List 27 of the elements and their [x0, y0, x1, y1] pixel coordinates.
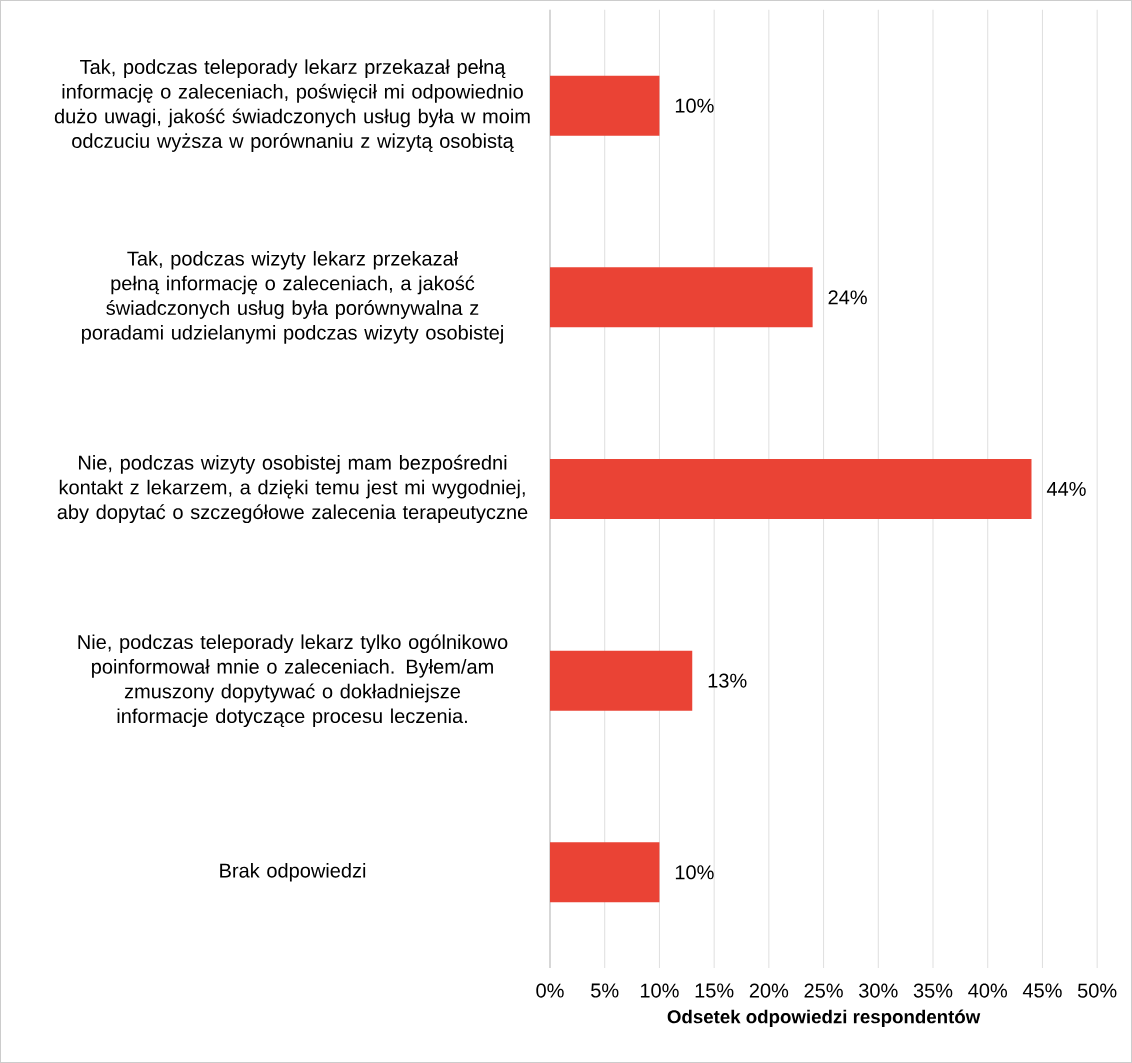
x-tick-label: 10%	[640, 983, 679, 998]
x-tick-label: 15%	[695, 983, 734, 998]
x-tick-label: 0%	[536, 983, 564, 998]
y-tick-label: Nie, podczas teleporady lekarz tylko ogólnikowo poinformował mnie o zaleceniach. Byłem/am zmuszony dopytywać o dokładniejsze informacje dotyczące procesu leczenia.	[78, 634, 508, 728]
y-tick-label: Tak, podczas teleporady lekarz przekazał pełną informację o zaleceniach, poświęcił mi odpowiednio dużo uwagi, jakość świadczonych usług była w moim odczuciu wyższa w porównaniu z wizytą osobistą	[54, 59, 530, 153]
x-tick-label: 5%	[591, 983, 619, 998]
bar	[550, 650, 693, 711]
data-label: 13%	[708, 673, 747, 688]
x-tick-label: 25%	[804, 983, 843, 998]
y-tick-label: Tak, podczas wizyty lekarz przekazał pełną informację o zaleceniach, a jakość świadczonych usług była porównywalna z poradami udzielanymi podczas wizyty osobistej	[82, 251, 503, 344]
x-tick-label: 50%	[1077, 983, 1117, 998]
data-label: 10%	[675, 98, 714, 113]
x-axis-title: Odsetek odpowiedzi respondentów	[667, 1009, 981, 1028]
bar	[550, 842, 660, 903]
y-tick-label: Brak odpowiedzi	[220, 862, 366, 882]
bar	[550, 267, 813, 328]
x-tick-label: 45%	[1022, 983, 1062, 998]
x-tick-label: 35%	[913, 983, 953, 998]
y-tick-label: Nie, podczas wizyty osobistej mam bezpośredni kontakt z lekarzem, a dzięki temu jest mi wygodniej, aby dopytać o szczegółowe zalecenia terapeutyczne	[57, 454, 528, 524]
bar	[550, 458, 1032, 519]
data-label: 24%	[828, 290, 867, 305]
bar	[550, 75, 660, 136]
x-tick-label: 30%	[859, 983, 898, 998]
data-label: 10%	[675, 865, 714, 880]
x-tick-label: 40%	[968, 983, 1008, 998]
x-tick-label: 20%	[749, 983, 789, 998]
data-label: 44%	[1046, 482, 1086, 496]
